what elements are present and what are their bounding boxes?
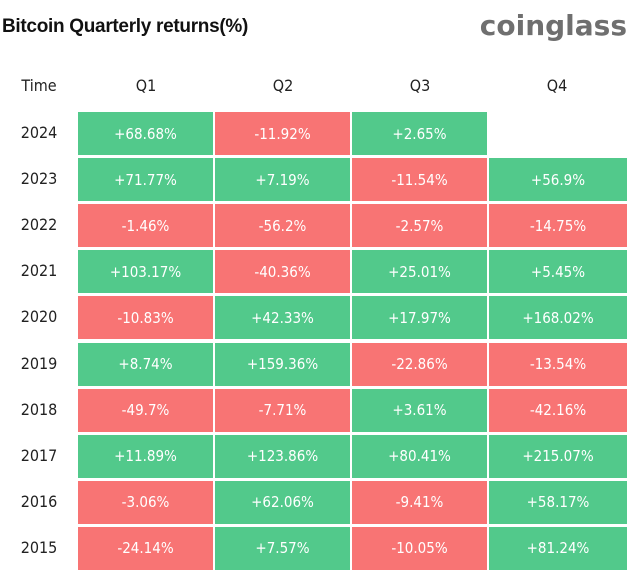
return-cell: +5.45% [489, 250, 627, 294]
return-cell: +42.33% [215, 296, 350, 340]
return-cell: +159.36% [215, 342, 350, 386]
column-header-time: Time [21, 76, 57, 95]
return-cell: +81.24% [489, 526, 627, 570]
column-header-q2: Q2 [272, 76, 294, 95]
row-year-label: 2023 [20, 169, 58, 189]
return-cell: +11.89% [78, 434, 213, 478]
return-cell: -13.54% [489, 342, 627, 386]
return-cell: -40.36% [215, 250, 350, 294]
return-cell: +8.74% [78, 342, 213, 386]
return-cell: +62.06% [215, 480, 350, 524]
return-cell: -1.46% [78, 204, 213, 248]
return-cell: +123.86% [215, 434, 350, 478]
return-cell: -10.83% [78, 296, 213, 340]
return-cell: +17.97% [352, 296, 487, 340]
row-year-label: 2022 [20, 215, 58, 235]
return-cell: -24.14% [78, 526, 213, 570]
return-cell: +71.77% [78, 158, 213, 202]
column-header-q1: Q1 [135, 76, 157, 95]
return-cell: +58.17% [489, 480, 627, 524]
return-cell: +80.41% [352, 434, 487, 478]
return-cell: -11.92% [215, 112, 350, 155]
row-year-label: 2019 [20, 353, 58, 373]
return-cell: +56.9% [489, 158, 627, 202]
row-year-label: 2024 [20, 123, 58, 142]
return-cell: +3.61% [352, 388, 487, 432]
return-cell: -56.2% [215, 204, 350, 248]
return-cell: +7.57% [215, 526, 350, 570]
return-cell: -9.41% [352, 480, 487, 524]
coinglass-logo: coinglass [479, 9, 627, 42]
column-header-q3: Q3 [409, 76, 431, 95]
return-cell: +168.02% [489, 296, 627, 340]
row-year-label: 2016 [20, 491, 58, 511]
return-cell: -10.05% [352, 526, 487, 570]
return-cell: +25.01% [352, 250, 487, 294]
return-cell: +215.07% [489, 434, 627, 478]
column-header-q4: Q4 [546, 76, 568, 95]
return-cell: -11.54% [352, 158, 487, 202]
row-year-label: 2020 [20, 307, 58, 327]
return-cell: -42.16% [489, 388, 627, 432]
return-cell: +7.19% [215, 158, 350, 202]
return-cell: -14.75% [489, 204, 627, 248]
row-year-label: 2017 [20, 445, 58, 465]
return-cell: -22.86% [352, 342, 487, 386]
row-year-label: 2021 [20, 261, 58, 281]
return-cell: +68.68% [78, 112, 213, 155]
row-year-label: 2015 [20, 537, 58, 557]
return-cell: -7.71% [215, 388, 350, 432]
return-cell: -49.7% [78, 388, 213, 432]
return-cell: -3.06% [78, 480, 213, 524]
return-cell: -2.57% [352, 204, 487, 248]
row-year-label: 2018 [20, 399, 58, 419]
return-cell: +103.17% [78, 250, 213, 294]
return-cell: +2.65% [352, 112, 487, 155]
chart-title: Bitcoin Quarterly returns(%) [2, 16, 249, 37]
